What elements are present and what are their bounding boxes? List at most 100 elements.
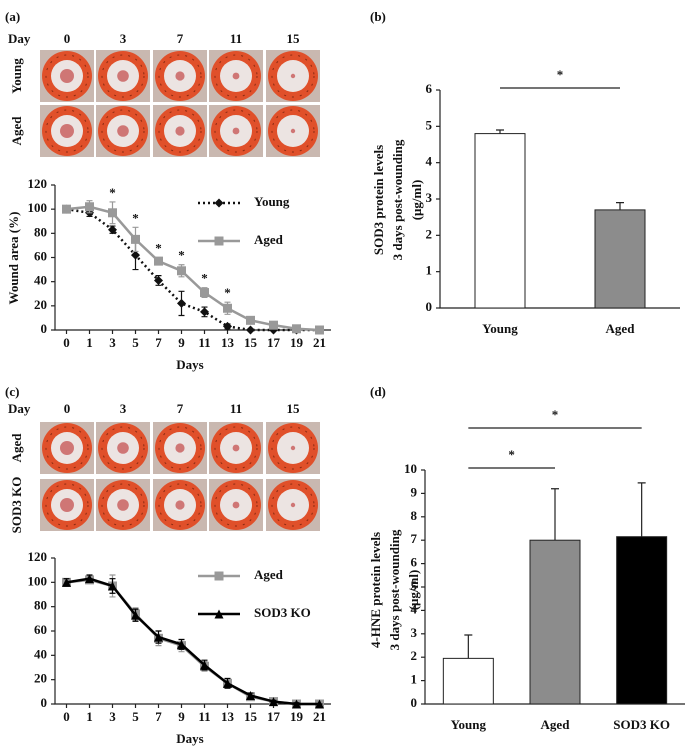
bar (442, 657, 494, 705)
row-label: SOD3 KO (9, 477, 24, 534)
y-tick-label: 5 (426, 117, 433, 132)
point (200, 288, 209, 298)
y-tick-label: 60 (34, 248, 47, 263)
bar (474, 133, 526, 309)
point (269, 697, 278, 707)
point (223, 303, 232, 313)
photo-ring-line (101, 483, 145, 527)
point (154, 256, 163, 266)
x-tick-label: 7 (155, 709, 162, 724)
wound (117, 442, 129, 454)
point (200, 660, 209, 670)
x-tick-label: 19 (290, 335, 304, 350)
x-tick-label: 5 (132, 335, 139, 350)
point (223, 321, 232, 331)
y-tick-label: 3 (426, 190, 433, 205)
wound (290, 445, 296, 451)
point (85, 574, 94, 584)
x-tick-label: 9 (178, 709, 185, 724)
photo-ring-line (158, 483, 202, 527)
point (246, 325, 255, 335)
point (108, 581, 117, 591)
x-axis-label: Days (176, 357, 203, 372)
x-tick-label: 17 (267, 709, 281, 724)
photo-ring-line (214, 483, 258, 527)
point (223, 678, 232, 688)
wound (175, 71, 185, 81)
x-tick-label: 13 (221, 335, 235, 350)
point (131, 250, 140, 260)
significance-label: * (557, 67, 564, 82)
wound (175, 126, 185, 136)
x-axis-label: Days (176, 731, 203, 746)
y-tick-label: 4 (426, 154, 433, 169)
bar (616, 536, 668, 705)
y-axis-label: (μg/ml) (409, 180, 424, 221)
x-tick-label: 11 (198, 709, 210, 724)
wound (60, 441, 74, 455)
day-number: 3 (120, 31, 127, 46)
point (154, 275, 163, 285)
x-tick-label: 1 (86, 709, 93, 724)
photo-ring-line (45, 54, 89, 98)
wound (290, 502, 296, 508)
x-tick-label: 3 (109, 335, 116, 350)
y-tick-label: 5 (411, 578, 418, 593)
x-tick-label: 0 (63, 709, 70, 724)
point (214, 236, 224, 246)
day-number: 0 (64, 31, 71, 46)
day-label: Day (8, 401, 31, 416)
point (246, 315, 255, 325)
x-tick-label: Young (451, 717, 487, 732)
point (214, 198, 224, 208)
day-number: 11 (230, 401, 242, 416)
bar (529, 539, 581, 705)
wound (290, 128, 296, 134)
panel-label: (c) (5, 384, 19, 399)
y-tick-label: 10 (404, 461, 417, 476)
photo-ring-line (214, 54, 258, 98)
x-tick-label: 7 (155, 335, 162, 350)
error-bar (637, 482, 646, 537)
y-axis-label: 3 days post-wounding (390, 139, 405, 260)
y-tick-label: 0 (426, 299, 433, 314)
y-tick-label: 60 (34, 622, 47, 637)
row-label: Aged (9, 433, 24, 463)
x-tick-label: 19 (290, 709, 304, 724)
annotation: * (224, 285, 231, 300)
y-tick-label: 4 (411, 601, 418, 616)
annotation: * (109, 185, 116, 200)
x-tick-label: 11 (198, 335, 210, 350)
point (131, 610, 140, 620)
y-tick-label: 0 (41, 321, 48, 336)
point (177, 639, 186, 649)
row-label: Aged (9, 116, 24, 146)
photo-ring-line (214, 109, 258, 153)
wound (232, 501, 240, 509)
point (62, 204, 71, 214)
day-number: 15 (287, 401, 301, 416)
row-label: Young (9, 58, 24, 94)
photo-ring-line (158, 54, 202, 98)
point (269, 320, 278, 330)
point (131, 234, 140, 244)
panel-label: (a) (5, 9, 20, 24)
series-line (66, 205, 320, 332)
x-tick-label: 15 (244, 335, 258, 350)
legend-label: SOD3 KO (254, 605, 311, 620)
y-tick-label: 3 (411, 625, 418, 640)
y-tick-label: 6 (426, 81, 433, 96)
x-tick-label: 1 (86, 335, 93, 350)
y-tick-label: 9 (411, 484, 418, 499)
legend-label: Young (254, 194, 290, 209)
x-tick-label: Aged (541, 717, 571, 732)
y-tick-label: 8 (411, 508, 418, 523)
day-number: 7 (177, 401, 184, 416)
y-axis-label: 4-HNE protein levels (368, 532, 383, 648)
x-tick-label: 15 (244, 709, 258, 724)
x-tick-label: 21 (313, 335, 326, 350)
point (292, 324, 301, 334)
day-number: 0 (64, 401, 71, 416)
x-tick-label: 9 (178, 335, 185, 350)
x-tick-label: Young (482, 321, 518, 336)
